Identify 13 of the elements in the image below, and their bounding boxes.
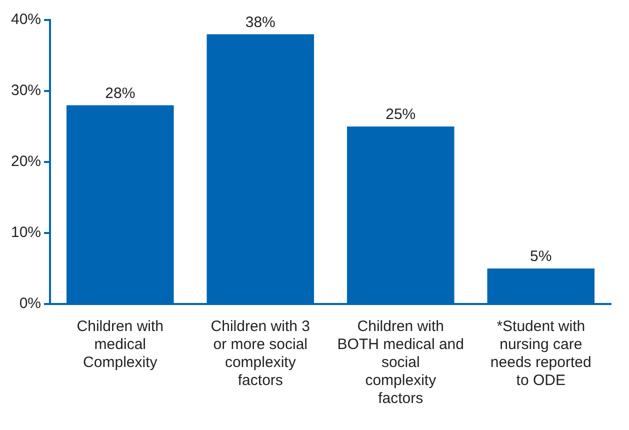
y-tick-label: 20% — [10, 153, 42, 170]
y-tick-label: 30% — [10, 82, 42, 100]
x-tick-label: Children with medical Complexity — [76, 318, 164, 372]
data-label: 5% — [530, 248, 552, 266]
y-tick-label: 0% — [19, 295, 42, 312]
data-label: 25% — [386, 106, 416, 124]
data-label: 28% — [105, 84, 136, 102]
x-tick-label: Children with BOTH medical and social complexity factors — [337, 318, 464, 408]
y-tick-label: 40% — [10, 11, 42, 28]
x-tick-label: Children with 3 or more social complexity factors — [210, 318, 310, 390]
x-tick-label: *Student with nursing care needs reported to ODE — [490, 318, 592, 390]
y-tick-label: 10% — [10, 224, 42, 242]
data-label: 38% — [245, 14, 276, 31]
